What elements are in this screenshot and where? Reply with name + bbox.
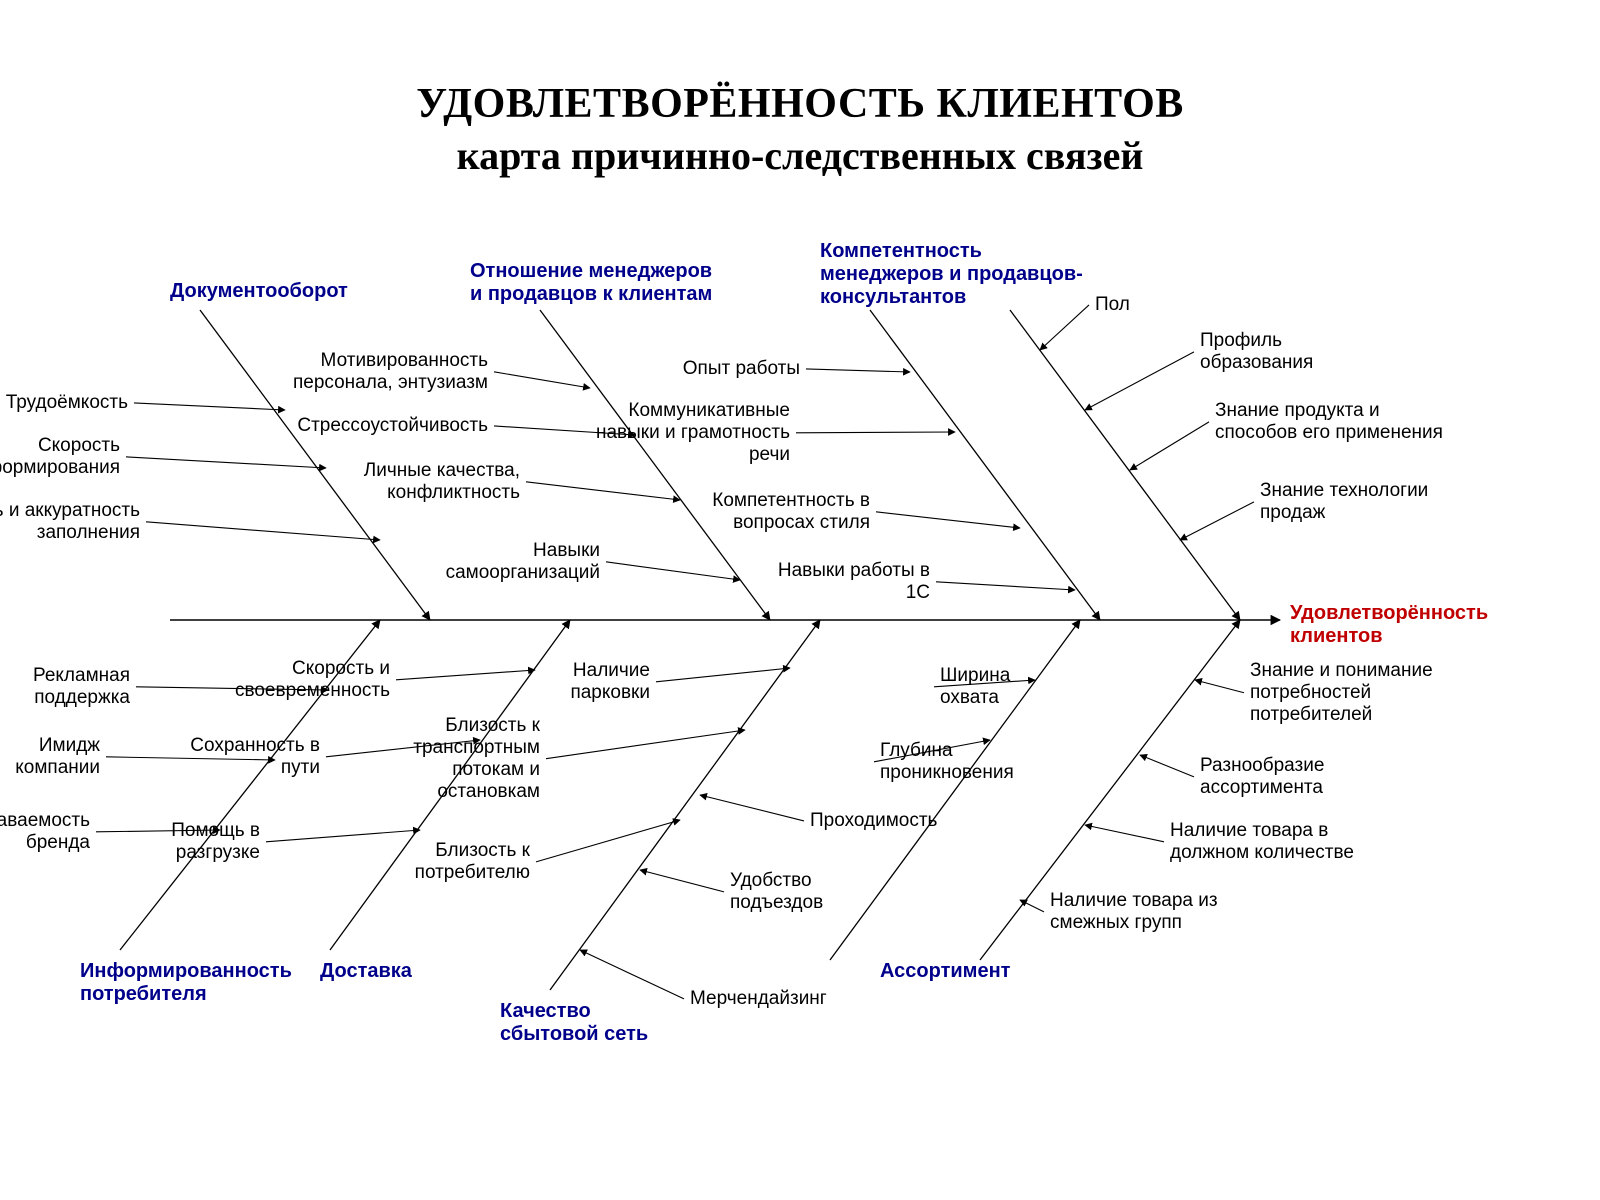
cause-label-24: Удобствоподъездов xyxy=(730,870,823,914)
cause-label-6: Навыкисамоорганизаций xyxy=(446,540,600,584)
cause-label-7: Опыт работы xyxy=(683,358,800,380)
cause-label-30: Разнообразиеассортимента xyxy=(1200,755,1324,799)
cause-label-9: Компетентность ввопросах стиля xyxy=(712,490,870,534)
cause-label-20: Помощь вразгрузке xyxy=(171,820,260,864)
cause-label-22: Близость ктранспортнымпотокам иостановка… xyxy=(413,715,540,802)
cause-label-27: Ширинаохвата xyxy=(940,665,1010,709)
cause-label-15: Рекламнаяподдержка xyxy=(33,665,130,709)
cause-label-26: Мерчендайзинг xyxy=(690,988,827,1010)
cause-label-12: Профильобразования xyxy=(1200,330,1313,374)
cause-label-5: Личные качества,конфликтность xyxy=(364,460,520,504)
cause-label-31: Наличие товара вдолжном количестве xyxy=(1170,820,1354,864)
cause-label-21: Наличиепарковки xyxy=(570,660,650,704)
cause-label-13: Знание продукта испособов его применения xyxy=(1215,400,1443,444)
cause-label-28: Глубинапроникновения xyxy=(880,740,1014,784)
category-label-3: Информированностьпотребителя xyxy=(80,960,292,1006)
cause-label-14: Знание технологиипродаж xyxy=(1260,480,1428,524)
cause-label-29: Знание и пониманиепотребностейпотребител… xyxy=(1250,660,1433,726)
cause-label-23: Близость кпотребителю xyxy=(415,840,530,884)
cause-label-17: Узнаваемостьбренда xyxy=(0,810,90,854)
category-label-0: Документооборот xyxy=(170,280,348,303)
effect-head: Удовлетворённостьклиентов xyxy=(1290,602,1488,648)
category-label-6: Ассортимент xyxy=(880,960,1010,983)
cause-label-3: Мотивированностьперсонала, энтузиазм xyxy=(293,350,488,394)
cause-label-10: Навыки работы в1С xyxy=(778,560,930,604)
cause-label-25: Проходимость xyxy=(810,810,937,832)
category-label-4: Доставка xyxy=(320,960,412,983)
cause-label-4: Стрессоустойчивость xyxy=(297,415,488,437)
cause-label-16: Имиджкомпании xyxy=(15,735,100,779)
category-label-1: Отношение менеджерови продавцов к клиент… xyxy=(470,260,712,306)
cause-label-0: Трудоёмкость xyxy=(6,392,128,414)
cause-label-1: Скоростьформирования xyxy=(0,435,120,479)
cause-label-19: Сохранность впути xyxy=(190,735,320,779)
cause-label-8: Коммуникативныенавыки и грамотностьречи xyxy=(596,400,790,466)
category-label-5: Качествосбытовой сеть xyxy=(500,1000,648,1046)
cause-label-32: Наличие товара изсмежных групп xyxy=(1050,890,1218,934)
category-label-2: Компетентностьменеджеров и продавцов-кон… xyxy=(820,240,1083,309)
cause-label-11: Пол xyxy=(1095,294,1130,316)
cause-label-2: Точность и аккуратностьзаполнения xyxy=(0,500,140,544)
cause-label-18: Скорость исвоевременность xyxy=(235,658,390,702)
